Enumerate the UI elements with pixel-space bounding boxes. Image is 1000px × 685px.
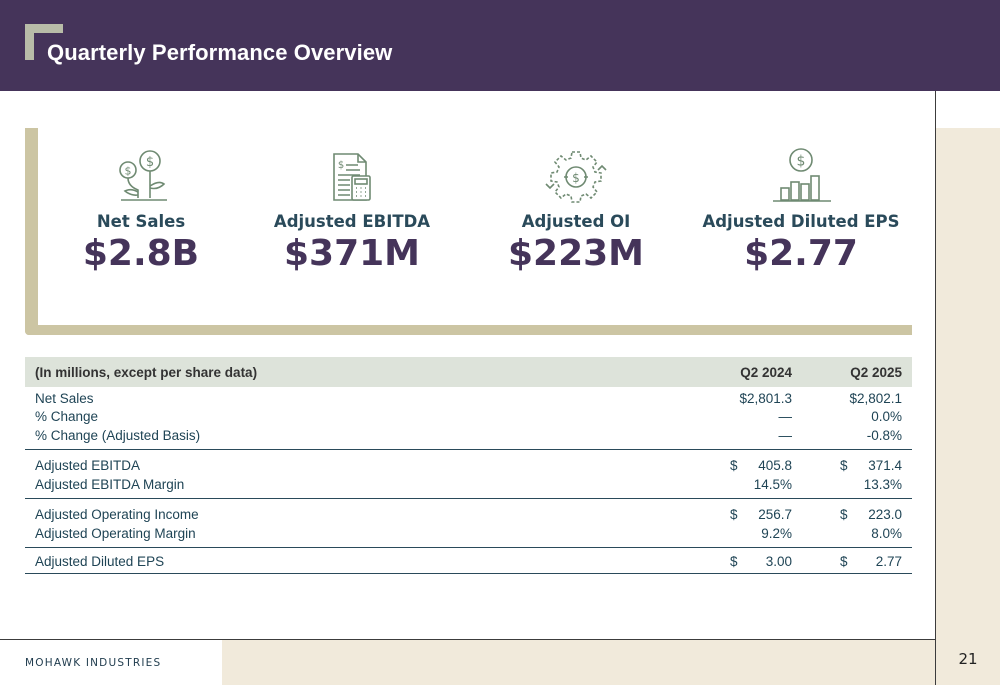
- kpi-card-border-bottom: [25, 325, 912, 335]
- right-cream-panel: [936, 128, 1000, 685]
- kpi-value: $2.8B: [82, 233, 200, 274]
- table-row: Adjusted EBITDA Margin 14.5% 13.3%: [35, 476, 902, 492]
- svg-text:$: $: [125, 165, 132, 178]
- header-q2-2024: Q2 2024: [740, 364, 792, 380]
- svg-text:$: $: [338, 160, 344, 171]
- table-group-eps: Adjusted Diluted EPS $3.00 $2.77: [25, 548, 912, 574]
- footer-cream-band: [222, 640, 935, 685]
- kpi-net-sales: $ $ Net Sales $2.8B: [31, 146, 251, 276]
- table-group-operating-income: Adjusted Operating Income $256.7 $223.0 …: [25, 499, 912, 548]
- kpi-value: $223M: [507, 233, 645, 274]
- header-q2-2025: Q2 2025: [850, 364, 902, 380]
- svg-text:$: $: [572, 171, 580, 185]
- kpi-adjusted-diluted-eps: $ Adjusted Diluted EPS $2.77: [690, 146, 912, 276]
- kpi-label: Adjusted Diluted EPS: [702, 212, 900, 231]
- header-bar: Quarterly Performance Overview: [0, 0, 1000, 91]
- table-group-net-sales: Net Sales $2,801.3 $2,802.1 % Change — 0…: [25, 387, 912, 450]
- svg-text:$: $: [146, 155, 154, 170]
- svg-text:$: $: [797, 154, 806, 170]
- kpi-value: $2.77: [744, 233, 858, 274]
- kpi-label: Adjusted OI: [521, 212, 631, 231]
- page-number: 21: [958, 650, 978, 668]
- money-plant-icon: $ $: [31, 146, 251, 206]
- table-row: Adjusted Diluted EPS $3.00 $2.77: [35, 554, 902, 570]
- kpi-label: Net Sales: [96, 212, 186, 231]
- financial-table: (In millions, except per share data) Q2 …: [25, 357, 912, 574]
- vertical-divider: [935, 91, 936, 685]
- page-title: Quarterly Performance Overview: [47, 40, 393, 65]
- company-name: MOHAWK INDUSTRIES: [25, 657, 162, 669]
- table-group-ebitda: Adjusted EBITDA $405.8 $371.4 Adjusted E…: [25, 450, 912, 499]
- table-row: Net Sales $2,801.3 $2,802.1: [35, 390, 902, 406]
- bar-chart-dollar-icon: $: [690, 146, 912, 206]
- table-row: Adjusted Operating Income $256.7 $223.0: [35, 507, 902, 523]
- table-row: % Change (Adjusted Basis) — -0.8%: [35, 427, 902, 443]
- kpi-adjusted-ebitda: $ Adjusted EBITDA $371M: [242, 146, 462, 276]
- kpi-value: $371M: [283, 233, 421, 274]
- kpi-adjusted-oi: $ Adjusted OI $223M: [466, 146, 686, 276]
- table-row: % Change — 0.0%: [35, 409, 902, 425]
- kpi-card-border-left: [25, 128, 38, 335]
- footer-divider: [0, 639, 936, 640]
- gear-dollar-icon: $: [466, 146, 686, 206]
- kpi-label: Adjusted EBITDA: [273, 212, 431, 231]
- corner-bracket-logo: [25, 24, 63, 60]
- table-row: Adjusted EBITDA $405.8 $371.4: [35, 458, 902, 474]
- header-description: (In millions, except per share data): [35, 364, 258, 380]
- table-header: (In millions, except per share data) Q2 …: [25, 357, 912, 387]
- document-calculator-icon: $: [242, 146, 462, 206]
- table-row: Adjusted Operating Margin 9.2% 8.0%: [35, 525, 902, 541]
